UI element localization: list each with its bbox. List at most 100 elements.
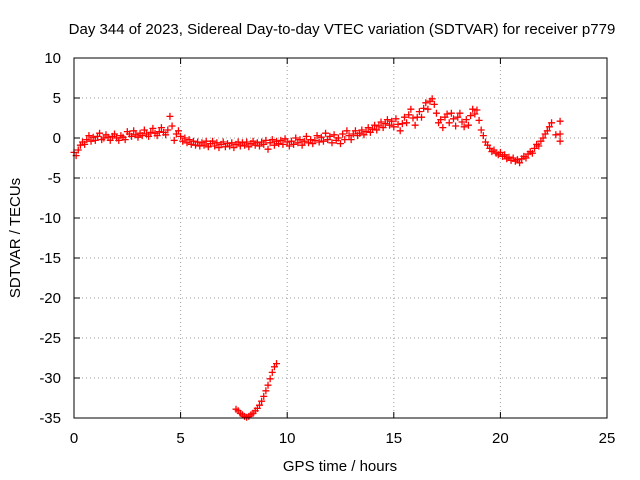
- data-point: [270, 141, 278, 149]
- data-point: [268, 136, 276, 144]
- data-point: [407, 105, 415, 113]
- data-point: [334, 134, 342, 142]
- data-points: [70, 95, 564, 421]
- data-point: [528, 149, 536, 157]
- data-point: [556, 130, 564, 138]
- data-point: [168, 122, 176, 130]
- data-point: [548, 119, 556, 127]
- data-point: [475, 116, 483, 124]
- data-point: [460, 123, 468, 131]
- x-tick-label: 25: [599, 430, 616, 447]
- data-point: [409, 114, 417, 122]
- data-point: [111, 130, 119, 138]
- data-point: [128, 132, 136, 140]
- data-point: [467, 112, 475, 120]
- data-point: [424, 105, 432, 113]
- data-point: [170, 136, 178, 144]
- data-point: [81, 140, 89, 148]
- data-point: [311, 136, 319, 144]
- y-tick-label: -15: [39, 250, 61, 267]
- data-point: [249, 137, 257, 145]
- data-point: [307, 136, 315, 144]
- data-point: [437, 116, 445, 124]
- data-point: [74, 146, 82, 154]
- grid-lines: [74, 58, 607, 418]
- data-point: [243, 138, 251, 146]
- data-point: [403, 119, 411, 127]
- data-point: [358, 126, 366, 134]
- data-point: [443, 110, 451, 118]
- data-point: [194, 138, 202, 146]
- data-point: [501, 151, 509, 159]
- data-point: [260, 140, 268, 148]
- data-point: [458, 118, 466, 126]
- data-point: [155, 128, 163, 136]
- data-point: [279, 140, 287, 148]
- data-point: [140, 126, 148, 134]
- data-point: [516, 159, 524, 167]
- data-point: [432, 109, 440, 117]
- data-point: [277, 136, 285, 144]
- data-point: [202, 137, 210, 145]
- y-tick-label: -10: [39, 210, 61, 227]
- data-point: [319, 137, 327, 145]
- data-point: [377, 118, 385, 126]
- x-tick-label: 20: [492, 430, 509, 447]
- data-point: [462, 116, 470, 124]
- data-point: [106, 136, 114, 144]
- data-point: [364, 124, 372, 132]
- data-point: [375, 122, 383, 130]
- data-point: [368, 125, 376, 133]
- x-tick-label: 10: [279, 430, 296, 447]
- data-point: [264, 381, 272, 389]
- data-point: [83, 136, 91, 144]
- data-point: [315, 138, 323, 146]
- data-point: [373, 126, 381, 134]
- data-point: [479, 132, 487, 140]
- data-point: [477, 126, 485, 134]
- data-point: [285, 142, 293, 150]
- data-point: [268, 368, 276, 376]
- plot-frame: [73, 57, 608, 419]
- data-point: [228, 139, 236, 147]
- data-point: [405, 111, 413, 119]
- data-point: [149, 124, 157, 132]
- data-point: [430, 100, 438, 108]
- data-point: [454, 113, 462, 121]
- data-point: [400, 113, 408, 121]
- data-point: [415, 108, 423, 116]
- data-point: [552, 131, 560, 139]
- data-point: [234, 138, 242, 146]
- data-point: [85, 132, 93, 140]
- data-point: [411, 121, 419, 129]
- data-point: [213, 139, 221, 147]
- data-point: [439, 124, 447, 132]
- data-point: [162, 131, 170, 139]
- data-point: [185, 136, 193, 144]
- data-point: [130, 127, 138, 135]
- data-point: [189, 137, 197, 145]
- data-point: [390, 123, 398, 131]
- data-point: [264, 145, 272, 153]
- data-point: [556, 117, 564, 125]
- data-point: [535, 142, 543, 150]
- data-point: [339, 130, 347, 138]
- x-tick-labels: 0 5 10 15 20 25: [70, 430, 616, 447]
- data-point: [262, 136, 270, 144]
- data-point: [341, 136, 349, 144]
- data-point: [445, 119, 453, 127]
- y-tick-label: -35: [39, 410, 61, 427]
- data-point: [209, 137, 217, 145]
- data-point: [138, 132, 146, 140]
- data-point: [496, 148, 504, 156]
- data-point: [145, 132, 153, 140]
- data-point: [381, 120, 389, 128]
- data-point: [383, 116, 391, 124]
- data-point: [255, 142, 263, 150]
- y-tick-label: -20: [39, 290, 61, 307]
- data-point: [273, 360, 281, 368]
- data-point: [174, 127, 182, 135]
- data-point: [531, 144, 539, 152]
